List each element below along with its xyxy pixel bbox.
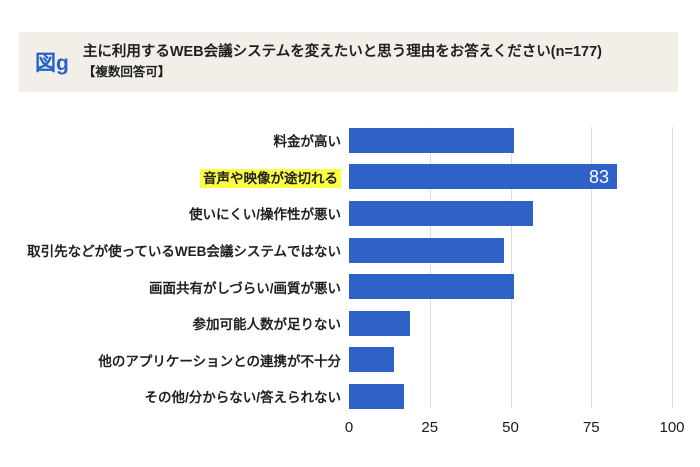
category-label: 他のアプリケーションとの連携が不十分 <box>98 353 341 369</box>
gridline <box>510 127 512 408</box>
bar <box>349 310 411 336</box>
chart-row: 参加可能人数が足りない <box>20 305 672 342</box>
category-label: その他/分からない/答えられない <box>144 390 341 406</box>
gridline <box>591 127 593 408</box>
bar-track <box>349 310 672 336</box>
bar-rows: 料金が高い音声や映像が途切れる 83 使いにくい/操作性が悪い取引先などが使っている… <box>20 122 672 415</box>
x-axis-tick-label: 75 <box>582 418 600 436</box>
gridlines <box>349 122 673 415</box>
gridline <box>429 127 431 408</box>
bar-track <box>349 274 672 300</box>
figure-header: 図g 主に利用するWEB会議システムを変えたいと思う理由をお答えください(n=1… <box>19 32 678 92</box>
category-label: 音声や映像が途切れる <box>20 167 349 188</box>
chart-row: 音声や映像が途切れる 83 <box>20 159 672 196</box>
chart-title: 主に利用するWEB会議システムを変えたいと思う理由をお答えください(n=177) <box>82 44 602 61</box>
bar <box>349 200 534 226</box>
bar-track <box>349 237 672 263</box>
header-text: 主に利用するWEB会議システムを変えたいと思う理由をお答えください(n=177)… <box>83 43 602 80</box>
chart-row: 料金が高い <box>20 122 672 159</box>
bar-track: 83 <box>349 164 672 190</box>
bar <box>349 127 514 153</box>
bar <box>349 237 505 263</box>
bar <box>349 383 404 409</box>
bar-value-label: 83 <box>589 166 610 187</box>
bar-track <box>349 200 672 226</box>
figure-tag: 図g <box>35 52 69 75</box>
x-axis-tick-label: 25 <box>421 418 439 436</box>
category-label: 画面共有がしづらい/画質が悪い <box>149 280 341 296</box>
x-axis-tick-label: 100 <box>659 418 685 436</box>
bar-track <box>349 347 672 373</box>
bar-track <box>349 127 672 153</box>
category-label: 使いにくい/操作性が悪い <box>189 207 341 223</box>
chart-row: 画面共有がしづらい/画質が悪い <box>20 268 672 305</box>
bar-chart: 料金が高い音声や映像が途切れる 83 使いにくい/操作性が悪い取引先などが使っている… <box>20 122 685 439</box>
chart-subtitle: 【複数回答可】 <box>82 64 171 79</box>
bar <box>349 274 514 300</box>
chart-row: 取引先などが使っているWEB会議システムではない <box>20 232 672 269</box>
category-label: 料金が高い <box>273 134 342 150</box>
x-axis: 0 25 50 75 100 <box>345 415 685 439</box>
x-axis-tick-label: 50 <box>502 418 519 436</box>
bar <box>349 347 395 373</box>
bar: 83 <box>349 164 618 190</box>
gridline <box>672 127 673 408</box>
bar-track <box>349 383 672 409</box>
chart-row: 使いにくい/操作性が悪い <box>20 195 672 232</box>
chart-row: その他/分からない/答えられない <box>20 378 672 415</box>
category-label: 参加可能人数が足りない <box>192 317 342 333</box>
chart-row: 他のアプリケーションとの連携が不十分 <box>20 342 672 379</box>
category-label: 取引先などが使っているWEB会議システムではない <box>27 244 341 260</box>
x-axis-tick-label: 0 <box>344 418 354 436</box>
